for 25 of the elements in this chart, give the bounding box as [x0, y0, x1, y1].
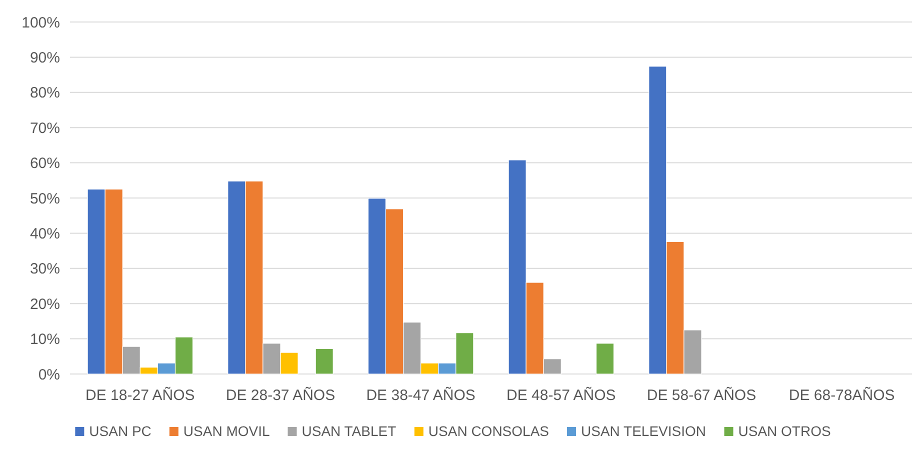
bar	[315, 348, 334, 374]
bar	[596, 343, 614, 374]
y-tick-label: 0%	[38, 366, 60, 384]
legend-label: USAN TABLET	[302, 423, 397, 439]
y-tick-label: 80%	[30, 84, 60, 102]
x-tick-label: DE 18-27 AÑOS	[86, 386, 195, 404]
x-tick-label: DE 28-37 AÑOS	[226, 386, 336, 404]
legend-label: USAN OTROS	[738, 423, 831, 439]
legend-label: USAN TELEVISION	[581, 423, 706, 439]
y-tick-label: 60%	[30, 155, 60, 172]
legend-label: USAN MOVIL	[183, 423, 270, 439]
legend-label: USAN CONSOLAS	[428, 423, 550, 439]
legend-label: USAN PC	[89, 423, 152, 439]
y-tick-label: 30%	[30, 260, 60, 278]
x-tick-label: DE 58-67 AÑOS	[646, 386, 756, 404]
y-tick-label: 10%	[30, 331, 60, 348]
y-tick-label: 70%	[30, 120, 60, 137]
y-tick-label: 100%	[22, 14, 60, 32]
x-tick-label: DE 38-47 AÑOS	[366, 386, 476, 404]
y-tick-label: 50%	[30, 190, 60, 208]
x-tick-label: DE 68-78AÑOS	[788, 386, 895, 404]
y-tick-label: 40%	[30, 225, 60, 242]
y-tick-label: 90%	[30, 49, 60, 66]
y-tick-label: 20%	[30, 296, 60, 313]
x-tick-label: DE 48-57 AÑOS	[506, 386, 616, 404]
